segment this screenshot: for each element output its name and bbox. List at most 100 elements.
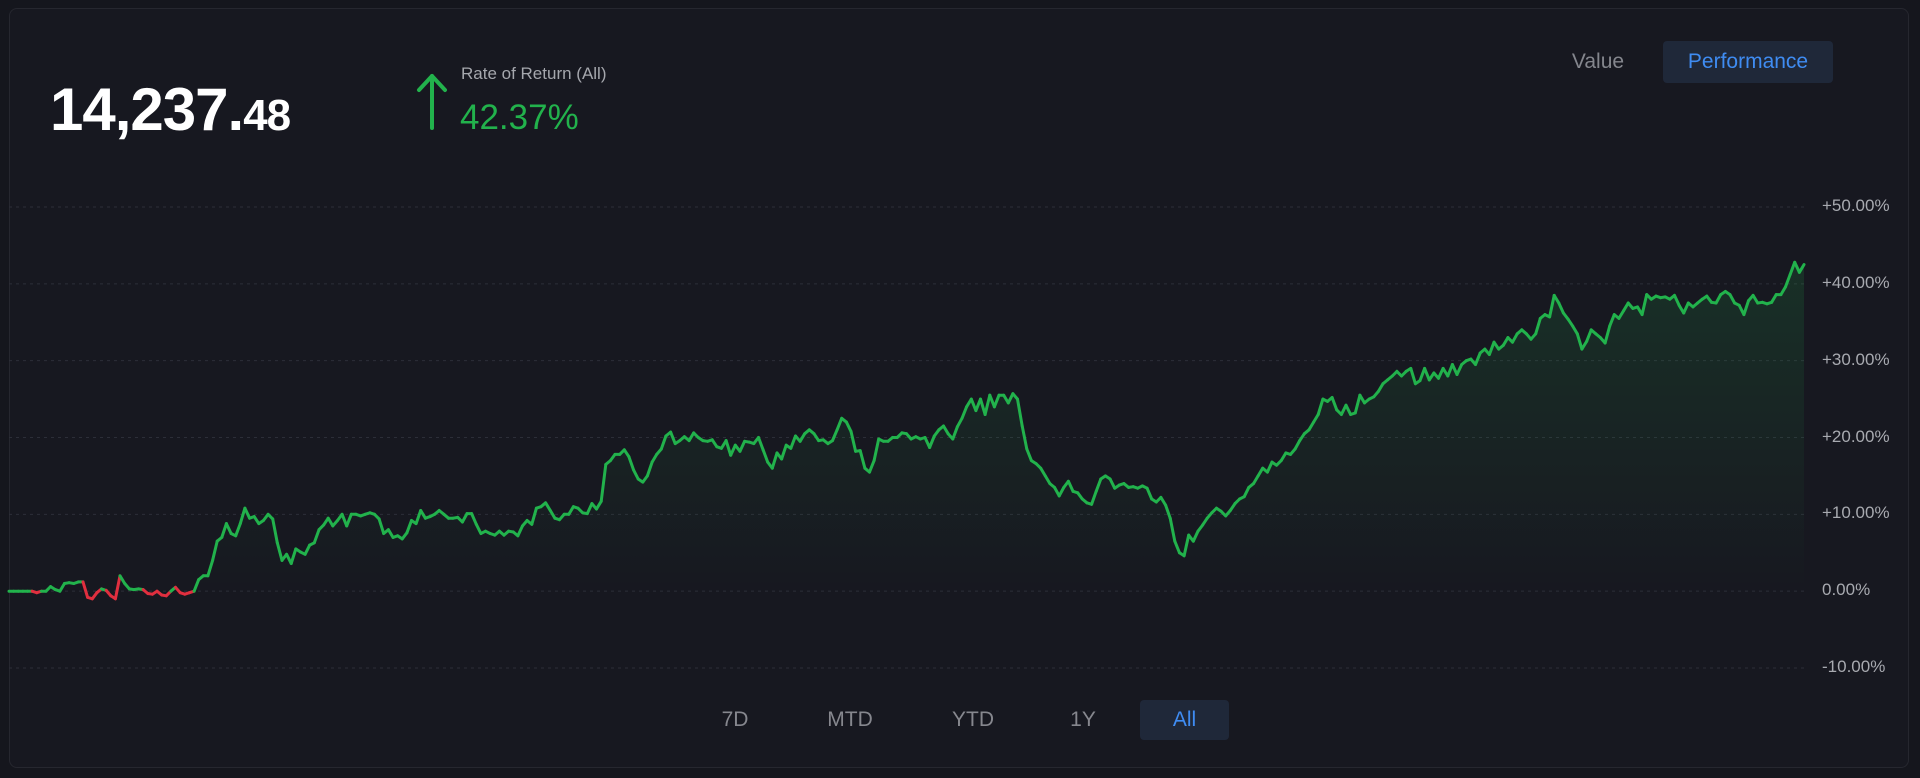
balance-integer: 14,237.: [50, 76, 244, 143]
performance-line-segment: [1173, 539, 1181, 555]
performance-line-segment: [113, 574, 122, 601]
performance-line-segment: [992, 393, 1001, 409]
performance-line-segment: [1682, 301, 1690, 315]
performance-line-segment: [849, 429, 858, 453]
performance-line-segment: [1164, 503, 1172, 520]
performance-line-segment: [770, 451, 779, 470]
performance-line-segment: [1057, 485, 1066, 498]
performance-line-segment: [470, 512, 478, 526]
performance-line-segment: [1603, 324, 1612, 345]
performance-line-segment: [1788, 260, 1797, 277]
performance-line-segment: [724, 439, 733, 457]
performance-line-segment: [1548, 293, 1556, 319]
performance-area: [9, 262, 1804, 592]
performance-line-segment: [1265, 460, 1274, 474]
performance-line-segment: [1025, 447, 1033, 463]
performance-line-segment: [1557, 301, 1565, 315]
performance-line-segment: [659, 434, 668, 451]
rate-of-return-label: Rate of Return (All): [461, 64, 607, 83]
performance-line-segment: [1016, 397, 1024, 428]
performance-line-segment: [1793, 260, 1801, 274]
range-7d-button[interactable]: 7D: [721, 708, 749, 731]
performance-line-segment: [738, 439, 747, 453]
performance-line-segment: [1191, 529, 1200, 543]
performance-line-segment: [645, 460, 654, 478]
performance-line-segment: [275, 541, 284, 562]
performance-line-segment: [414, 509, 423, 526]
performance-line-segment: [271, 517, 279, 545]
performance-line-segment: [1279, 451, 1288, 463]
performance-line-segment: [1145, 486, 1154, 501]
range-mtd-button[interactable]: MTD: [827, 708, 873, 731]
performance-line-segment: [599, 462, 608, 503]
arrow-up-icon: [417, 74, 447, 130]
performance-line-segment: [1006, 392, 1015, 405]
performance-line-segment: [224, 522, 233, 535]
performance-line-segment: [1344, 403, 1353, 416]
performance-line-segment: [1437, 366, 1445, 380]
performance-line-segment: [983, 393, 992, 416]
performance-line-segment: [345, 512, 353, 528]
performance-line-segment: [1094, 477, 1103, 493]
performance-line-segment: [1511, 332, 1519, 344]
performance-line-segment: [1455, 363, 1464, 376]
performance-line-segment: [1534, 316, 1542, 336]
balance-decimals: 48: [243, 91, 291, 140]
performance-line-segment: [1784, 273, 1792, 289]
performance-line-segment: [1353, 393, 1362, 415]
performance-line-segment: [1066, 479, 1075, 493]
y-tick-label: +10.00%: [1822, 503, 1890, 523]
range-1y-button[interactable]: 1Y: [1070, 708, 1096, 731]
performance-line-segment: [474, 522, 483, 535]
performance-line-segment: [1714, 293, 1723, 305]
performance-line-segment: [835, 416, 844, 432]
performance-line-segment: [1168, 516, 1177, 543]
performance-line-segment: [1474, 351, 1482, 366]
performance-line-segment: [1728, 293, 1737, 305]
performance-line-segment: [761, 448, 770, 464]
range-all-button[interactable]: All: [1140, 700, 1229, 740]
performance-line-segment: [955, 416, 964, 429]
performance-line-segment: [1182, 533, 1191, 558]
performance-line-segment: [544, 501, 552, 512]
performance-line-segment: [1330, 396, 1339, 412]
performance-line-segment: [951, 425, 959, 441]
performance-line-segment: [192, 578, 201, 593]
y-tick-label: +40.00%: [1822, 272, 1890, 292]
performance-line-segment: [211, 539, 219, 562]
performance-line-segment: [868, 459, 876, 474]
range-ytd-button[interactable]: YTD: [952, 708, 994, 731]
performance-line-segment: [234, 522, 242, 538]
performance-line-segment: [530, 506, 538, 526]
performance-line-segment: [1423, 366, 1431, 382]
performance-line-segment: [831, 428, 839, 443]
performance-line-segment: [460, 512, 469, 524]
performance-line-segment: [1575, 332, 1584, 351]
performance-toggle-button[interactable]: Performance: [1663, 41, 1833, 83]
performance-line-segment: [377, 517, 386, 535]
performance-line-segment: [729, 443, 737, 457]
performance-line-segment: [858, 449, 867, 470]
performance-line-segment: [595, 499, 603, 511]
performance-line-segment: [1020, 424, 1029, 451]
performance-line-segment: [1797, 263, 1806, 274]
performance-line-segment: [1293, 439, 1302, 451]
rate-of-return-value: 42.37%: [460, 98, 579, 137]
performance-line-segment: [312, 528, 321, 545]
performance-line-segment: [1159, 495, 1168, 507]
performance-line-segment: [238, 506, 247, 526]
y-tick-label: +50.00%: [1822, 196, 1890, 215]
performance-line-segment: [1640, 293, 1649, 317]
performance-line-segment: [844, 420, 853, 433]
performance-line-segment: [1742, 299, 1750, 317]
performance-line-segment: [1409, 366, 1417, 386]
performance-line-segment: [516, 524, 524, 538]
performance-line-segment: [780, 443, 788, 461]
performance-line-segment: [1673, 293, 1681, 307]
performance-line-segment: [669, 430, 677, 446]
performance-line-segment: [632, 468, 640, 481]
performance-line-segment: [872, 437, 881, 463]
y-tick-label: +20.00%: [1822, 426, 1890, 446]
value-toggle-button[interactable]: Value: [1571, 50, 1625, 73]
